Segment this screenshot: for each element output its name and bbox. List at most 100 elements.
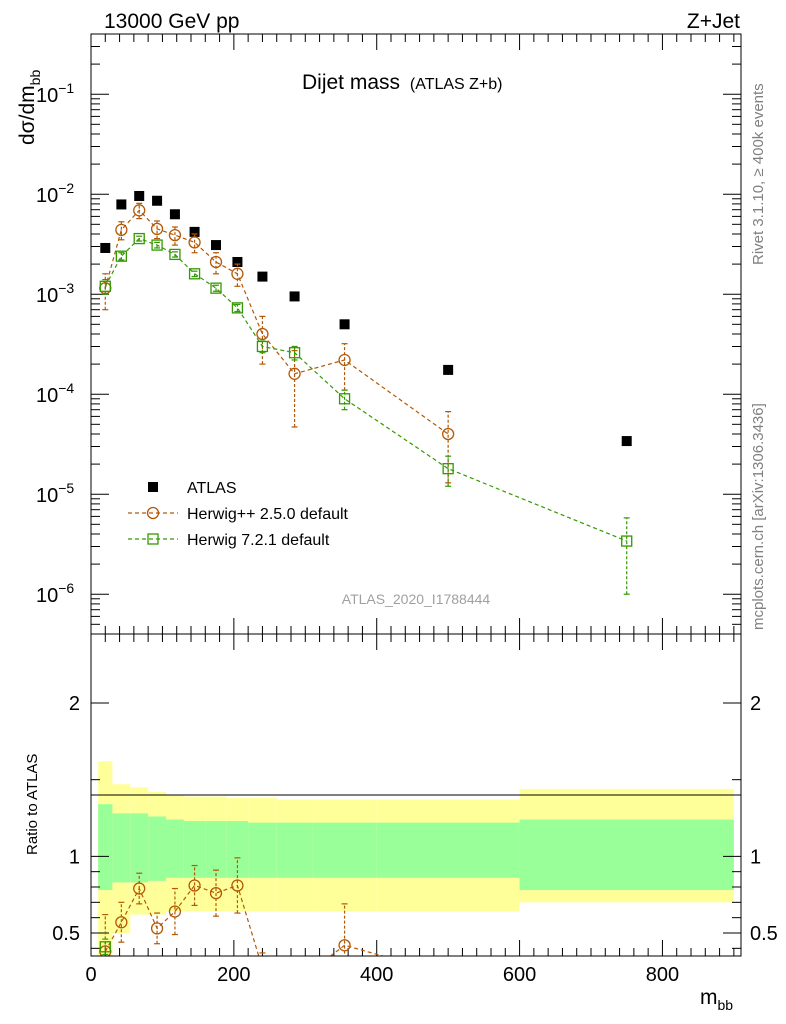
y-tick-base: 10 [36,285,58,307]
y-tick-exp: −5 [58,480,74,496]
ratio-series [99,857,454,989]
data-point [288,347,301,359]
data-point [441,427,455,441]
data-point [231,267,244,280]
legend-label: Herwig++ 2.5.0 default [187,506,349,523]
y-tick-base: 10 [36,585,58,607]
ratio-band-green [226,821,249,878]
data-point [169,248,181,261]
data-point [188,879,201,892]
y-tick-label: 10−3 [36,280,74,307]
x-tick-label: 800 [646,964,679,986]
mcplots-label: mcplots.cern.ch [arXiv:1306.3436] [750,403,767,630]
data-point [133,232,145,245]
y-tick-label: 10−5 [36,480,74,507]
data-point [150,922,164,935]
data-point [338,393,351,405]
data-point [443,969,454,980]
ratio-band-green [205,821,227,878]
legend-marker [146,506,160,520]
data-point [133,882,146,895]
ratio-y-tick-label-right: 2 [750,693,761,715]
data-point [115,250,128,262]
data-point [338,353,351,367]
data-point [231,302,244,314]
data-point [134,190,145,201]
ratio-y-tick-label: 0.5 [52,923,80,945]
y-tick-exp: −4 [58,380,74,396]
main-ticks: 10−110−210−310−410−510−6 [36,33,741,635]
main-ylabel-sub: bb [27,70,43,86]
data-point [116,199,127,210]
data-point [150,222,164,236]
x-tick-label: 400 [360,964,393,986]
ratio-band-green [130,813,149,883]
y-tick-base: 10 [36,85,58,107]
ratio-y-tick-label-right: 0.5 [750,923,778,945]
data-point [231,879,244,892]
analysis-id: ATLAS_2020_I1788444 [342,591,491,607]
ratio-band-green [376,822,520,878]
data-point [621,436,632,447]
data-point [99,941,111,953]
ratio-band-green [112,813,131,883]
y-tick-label: 10−4 [36,380,74,407]
data-point [443,364,454,375]
data-point [256,327,269,341]
ratio-frame [90,633,742,957]
data-point [189,226,200,237]
data-point [152,195,163,206]
main-ylabel-text: dσ/dm [16,85,39,145]
ratio-band-green [519,819,734,891]
ratio-y-tick-label-right: 1 [750,846,761,868]
y-tick-exp: −6 [58,580,74,596]
data-point [168,905,182,918]
ratio-bands [98,761,734,956]
data-point [169,209,180,220]
y-tick-base: 10 [36,485,58,507]
plot-subtitle: (ATLAS Z+b) [410,76,503,93]
ratio-band-green [98,804,113,891]
data-point [115,916,128,929]
data-point [211,240,221,251]
legend-marker [148,482,158,492]
ratio-band-green [166,819,184,878]
data-point [257,271,268,282]
data-point [232,256,243,267]
legend-label: ATLAS [187,480,237,497]
y-tick-label: 10−6 [36,580,74,607]
data-point [288,367,301,380]
plot-title: Dijet mass (ATLAS Z+b) [302,71,503,94]
x-tick-label: 600 [503,964,536,986]
x-tick-label: 200 [217,964,250,986]
xlabel-sub: bb [718,997,734,1013]
data-point [151,239,163,251]
main-ylabel: dσ/dmbb [16,70,43,145]
data-point [168,228,182,242]
legend-marker [147,533,159,545]
data-point [100,242,111,253]
data-point [257,963,268,974]
ratio-y-tick-label: 1 [69,846,80,868]
plot-title-main: Dijet mass [302,71,400,94]
ratio-ylabel: Ratio to ATLAS [24,754,41,855]
xlabel-text: m [700,986,718,1009]
data-point [115,223,128,237]
data-point [289,978,300,989]
y-tick-base: 10 [36,185,58,207]
y-tick-exp: −3 [58,280,74,296]
data-point [289,291,300,302]
data-point [133,204,146,217]
rivet-label: Rivet 3.1.10, ≥ 400k events [750,83,767,265]
ratio-band-green [276,822,313,878]
y-tick-label: 10−2 [36,180,74,207]
series-line [104,237,627,542]
data-point [209,255,223,269]
data-point [339,319,350,330]
data-point [188,268,201,280]
data-point [338,939,351,952]
y-tick-exp: −2 [58,180,74,196]
data-point [442,463,454,475]
ratio-y-tick-label: 2 [69,693,80,715]
